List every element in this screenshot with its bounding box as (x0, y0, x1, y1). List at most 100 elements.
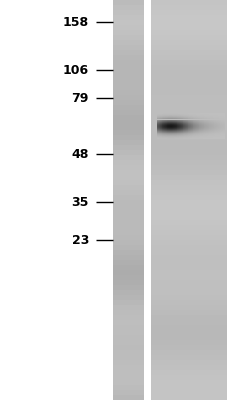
Bar (150, 315, 227, 320)
Bar (112, 365, 143, 370)
Bar (112, 35, 143, 40)
Bar (150, 370, 227, 375)
Bar (150, 155, 227, 160)
Bar (150, 35, 227, 40)
Bar (112, 150, 143, 155)
Bar (150, 140, 227, 145)
Bar (112, 180, 143, 185)
Bar (150, 365, 227, 370)
Bar (112, 120, 143, 125)
Bar (112, 55, 143, 60)
Bar (150, 10, 227, 15)
Bar (150, 0, 227, 5)
Bar (112, 305, 143, 310)
Bar (112, 145, 143, 150)
Bar (112, 170, 143, 175)
Bar (112, 45, 143, 50)
Bar (112, 195, 143, 200)
Bar (150, 245, 227, 250)
Bar (112, 355, 143, 360)
Bar (112, 30, 143, 35)
Bar (150, 25, 227, 30)
Bar (150, 220, 227, 225)
Bar (150, 55, 227, 60)
Bar (112, 230, 143, 235)
Bar (112, 245, 143, 250)
Bar (112, 220, 143, 225)
Bar (150, 190, 227, 195)
Bar (112, 175, 143, 180)
Bar (150, 90, 227, 95)
Bar (150, 385, 227, 390)
Bar (150, 15, 227, 20)
Bar (150, 285, 227, 290)
Bar (150, 270, 227, 275)
Bar (112, 345, 143, 350)
Bar (112, 100, 143, 105)
Bar (112, 205, 143, 210)
Bar (150, 240, 227, 245)
Bar (112, 60, 143, 65)
Bar (112, 285, 143, 290)
Bar (112, 0, 143, 400)
Text: 48: 48 (71, 148, 89, 160)
Bar (150, 145, 227, 150)
Bar (150, 390, 227, 395)
Bar (112, 155, 143, 160)
Bar (150, 170, 227, 175)
Bar (112, 125, 143, 130)
Bar (150, 150, 227, 155)
Bar (150, 110, 227, 115)
Bar (112, 235, 143, 240)
Bar (150, 80, 227, 85)
Bar (150, 30, 227, 35)
Bar (150, 340, 227, 345)
Bar (112, 95, 143, 100)
Bar (150, 135, 227, 140)
Bar (150, 0, 227, 400)
Bar (112, 190, 143, 195)
Bar (150, 265, 227, 270)
Bar (150, 290, 227, 295)
Bar (112, 85, 143, 90)
Bar (112, 5, 143, 10)
Bar (112, 270, 143, 275)
Bar (112, 210, 143, 215)
Bar (112, 275, 143, 280)
Bar (112, 390, 143, 395)
Bar (112, 110, 143, 115)
Bar (150, 360, 227, 365)
Bar (150, 130, 227, 135)
Bar (112, 75, 143, 80)
Bar (112, 310, 143, 315)
Bar (150, 235, 227, 240)
Bar (112, 260, 143, 265)
Bar (150, 325, 227, 330)
Bar (112, 370, 143, 375)
Bar (150, 95, 227, 100)
Bar (112, 240, 143, 245)
Bar (112, 65, 143, 70)
Bar (150, 180, 227, 185)
Bar (112, 280, 143, 285)
Bar (150, 5, 227, 10)
Bar (112, 130, 143, 135)
Bar (150, 330, 227, 335)
Bar (150, 260, 227, 265)
Bar (150, 335, 227, 340)
Bar (150, 210, 227, 215)
Bar (112, 200, 143, 205)
Text: 106: 106 (62, 64, 89, 76)
Bar (150, 65, 227, 70)
Bar (112, 0, 143, 5)
Bar (150, 230, 227, 235)
Bar (150, 375, 227, 380)
Bar (150, 225, 227, 230)
Bar (112, 140, 143, 145)
Bar (112, 335, 143, 340)
Bar (150, 45, 227, 50)
Bar (150, 280, 227, 285)
Bar (144, 0, 150, 400)
Text: 35: 35 (71, 196, 89, 208)
Bar (150, 125, 227, 130)
